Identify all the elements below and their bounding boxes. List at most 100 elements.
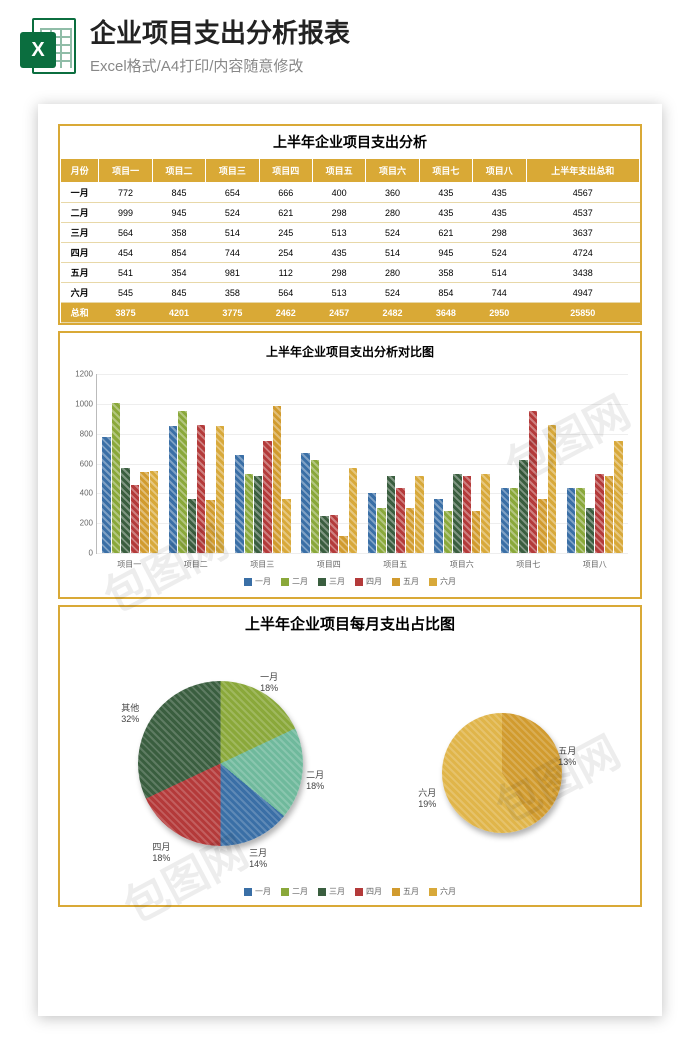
bar — [178, 411, 186, 553]
bar — [330, 515, 338, 553]
bar — [519, 460, 527, 553]
bar — [387, 476, 395, 553]
bar — [273, 406, 281, 553]
bar — [235, 455, 243, 553]
bar-chart-area: 020040060080010001200 — [96, 374, 628, 554]
bar — [339, 536, 347, 553]
bar — [349, 468, 357, 553]
bar — [453, 474, 461, 553]
pie-chart-area: 一月 18%二月 18%三月 14%四月 18%其他 32% 五月 13%六月 … — [60, 640, 640, 880]
bar-chart-legend: 一月二月三月四月五月六月 — [68, 570, 632, 595]
pie-sub: 五月 13%六月 19% — [442, 713, 562, 833]
page-title: 企业项目支出分析报表 — [90, 18, 680, 49]
table-header-row: 月份项目一项目二项目三项目四项目五项目六项目七项目八上半年支出总和 — [61, 159, 640, 183]
bar-chart-xlabels: 项目一项目二项目三项目四项目五项目六项目七项目八 — [96, 556, 628, 570]
bar — [595, 474, 603, 553]
bar — [444, 511, 452, 553]
pie-label: 三月 14% — [249, 846, 267, 869]
table-col-header: 项目六 — [366, 159, 419, 183]
excel-icon: X — [20, 18, 76, 80]
bar — [197, 425, 205, 553]
bar — [150, 471, 158, 553]
bar — [472, 511, 480, 553]
bar — [245, 474, 253, 553]
legend-item: 四月 — [355, 576, 382, 587]
bar-group — [567, 441, 623, 553]
bar — [140, 472, 148, 553]
legend-item: 一月 — [244, 886, 271, 897]
bar — [538, 499, 546, 553]
bar-group — [102, 403, 158, 553]
bar — [121, 468, 129, 553]
pie-label: 五月 13% — [558, 744, 576, 767]
pie-label: 其他 32% — [121, 701, 139, 724]
legend-item: 三月 — [318, 576, 345, 587]
bar — [605, 476, 613, 553]
bar — [576, 488, 584, 553]
bar — [112, 403, 120, 553]
bar — [102, 437, 110, 553]
header-text: 企业项目支出分析报表 Excel格式/A4打印/内容随意修改 — [90, 18, 680, 76]
bar — [548, 425, 556, 553]
bar-xlabel: 项目四 — [296, 556, 363, 570]
table-row: 三月5643585142455135246212983637 — [61, 223, 640, 243]
table-col-header: 月份 — [61, 159, 99, 183]
template-header: X 企业项目支出分析报表 Excel格式/A4打印/内容随意修改 — [0, 0, 700, 90]
bar — [263, 441, 271, 553]
pie-label: 四月 18% — [152, 840, 170, 863]
bar — [510, 488, 518, 553]
bar-xlabel: 项目一 — [96, 556, 163, 570]
table-title: 上半年企业项目支出分析 — [60, 126, 640, 158]
pie-chart-title: 上半年企业项目每月支出占比图 — [60, 607, 640, 640]
bar-group — [301, 453, 357, 553]
bar — [377, 508, 385, 553]
bar-chart-title: 上半年企业项目支出分析对比图 — [68, 337, 632, 366]
table-col-header: 项目四 — [259, 159, 312, 183]
legend-item: 三月 — [318, 886, 345, 897]
bar — [131, 485, 139, 553]
bar-chart-panel: 上半年企业项目支出分析对比图 020040060080010001200 项目一… — [58, 331, 642, 599]
table-col-header: 项目八 — [473, 159, 526, 183]
legend-item: 六月 — [429, 576, 456, 587]
table-body: 一月7728456546664003604354354567二月99994552… — [61, 183, 640, 323]
bar — [434, 499, 442, 553]
legend-item: 五月 — [392, 886, 419, 897]
table-row: 五月5413549811122982803585143438 — [61, 263, 640, 283]
bar — [206, 500, 214, 553]
bar — [481, 474, 489, 553]
bar — [463, 476, 471, 553]
bar — [320, 516, 328, 553]
legend-item: 二月 — [281, 576, 308, 587]
bar-group — [235, 406, 291, 553]
bar — [406, 508, 414, 553]
bar — [282, 499, 290, 553]
bar — [301, 453, 309, 553]
bar-xlabel: 项目七 — [495, 556, 562, 570]
pie-chart-legend: 一月二月三月四月五月六月 — [60, 880, 640, 905]
table-row: 二月9999455246212982804354354537 — [61, 203, 640, 223]
legend-item: 五月 — [392, 576, 419, 587]
table-row: 六月5458453585645135248547444947 — [61, 283, 640, 303]
bar — [188, 499, 196, 553]
bar-xlabel: 项目三 — [229, 556, 296, 570]
bar-group — [501, 411, 557, 553]
bar — [501, 488, 509, 553]
table-col-header: 项目三 — [206, 159, 259, 183]
bar-group — [368, 476, 424, 553]
table-col-header: 项目五 — [312, 159, 365, 183]
legend-item: 二月 — [281, 886, 308, 897]
table-row: 一月7728456546664003604354354567 — [61, 183, 640, 203]
bar — [169, 426, 177, 553]
page-subtitle: Excel格式/A4打印/内容随意修改 — [90, 55, 680, 76]
bar — [567, 488, 575, 553]
bar — [368, 493, 376, 553]
table-col-header: 上半年支出总和 — [526, 159, 640, 183]
table-col-header: 项目二 — [152, 159, 205, 183]
bar — [614, 441, 622, 553]
pie-label: 六月 19% — [418, 786, 436, 809]
table-col-header: 项目一 — [99, 159, 152, 183]
bar-xlabel: 项目六 — [429, 556, 496, 570]
bar — [216, 426, 224, 553]
bar — [529, 411, 537, 553]
bar-xlabel: 项目五 — [362, 556, 429, 570]
